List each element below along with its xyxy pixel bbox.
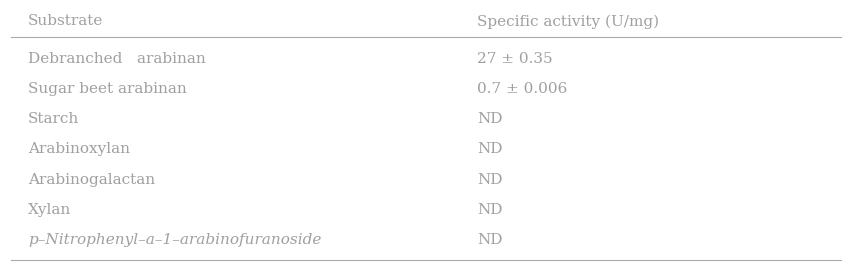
Text: Arabinogalactan: Arabinogalactan [28,173,155,186]
Text: Sugar beet arabinan: Sugar beet arabinan [28,82,187,96]
Text: 0.7 ± 0.006: 0.7 ± 0.006 [477,82,567,96]
Text: Xylan: Xylan [28,203,72,217]
Text: Debranched   arabinan: Debranched arabinan [28,51,206,66]
Text: ND: ND [477,233,503,247]
Text: Substrate: Substrate [28,14,104,28]
Text: ND: ND [477,173,503,186]
Text: ND: ND [477,203,503,217]
Text: p–Nitrophenyl–a–1–arabinofuranoside: p–Nitrophenyl–a–1–arabinofuranoside [28,233,321,247]
Text: Arabinoxylan: Arabinoxylan [28,142,130,156]
Text: Specific activity (U/mg): Specific activity (U/mg) [477,14,659,28]
Text: 27 ± 0.35: 27 ± 0.35 [477,51,552,66]
Text: Starch: Starch [28,112,79,126]
Text: ND: ND [477,142,503,156]
Text: ND: ND [477,112,503,126]
